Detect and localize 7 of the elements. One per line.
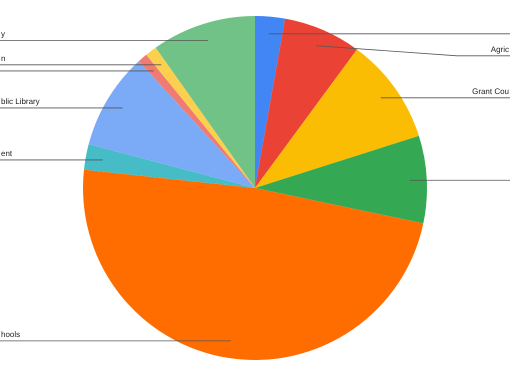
slice-label: hools xyxy=(1,330,20,340)
slice-label: y xyxy=(1,30,5,39)
slice-label: blic Library xyxy=(1,97,40,106)
slice-label: Agric xyxy=(490,45,509,54)
slice-label: ent xyxy=(1,149,13,158)
slice-label: n xyxy=(1,54,6,63)
slice-label: Grant Cou xyxy=(472,87,509,96)
